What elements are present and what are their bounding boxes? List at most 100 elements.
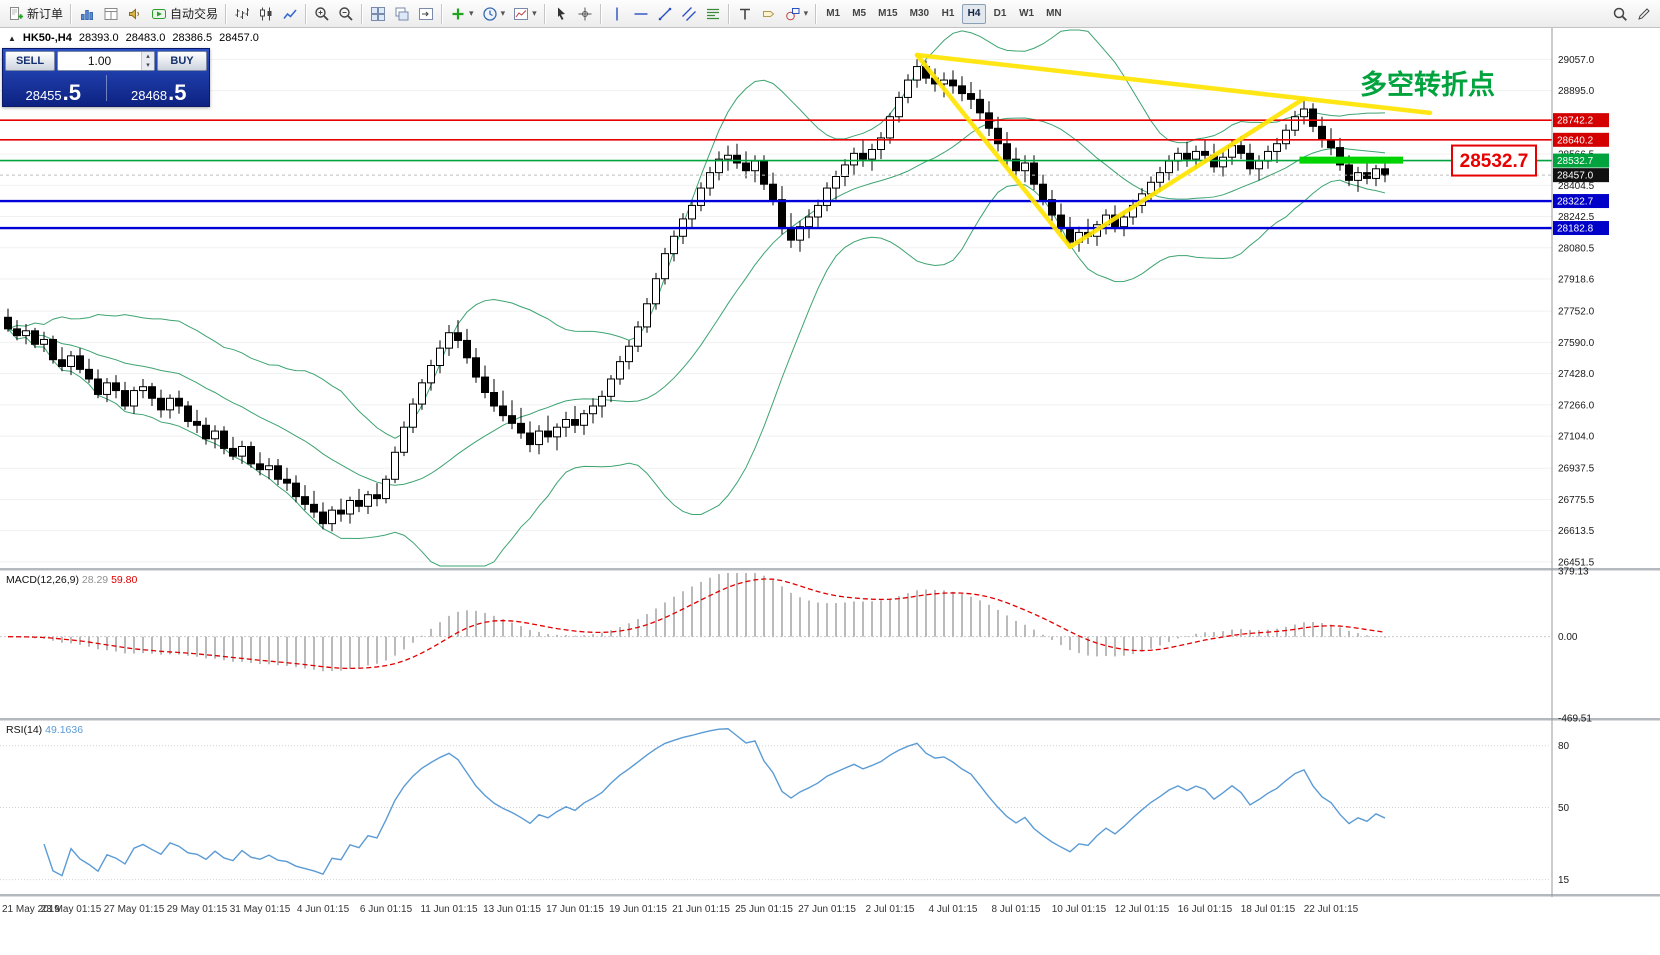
candle <box>22 330 30 337</box>
trendline-tool-button[interactable] <box>653 2 677 26</box>
price-callout-box[interactable] <box>1451 144 1537 177</box>
candle <box>841 164 849 178</box>
timeframe-h1-button[interactable]: H1 <box>936 4 960 24</box>
candle <box>112 382 120 392</box>
buy-price[interactable]: 28468 .5 <box>111 82 208 104</box>
candle <box>913 66 921 81</box>
candle <box>1264 150 1272 162</box>
crosshair-tool-button[interactable] <box>573 2 597 26</box>
new-order-button[interactable]: 新订单 <box>4 2 67 26</box>
yellow-trendline[interactable] <box>914 52 1073 250</box>
candle <box>724 154 732 160</box>
candle <box>490 392 498 407</box>
timeframe-mn-button[interactable]: MN <box>1041 4 1067 24</box>
indicators-menu-button[interactable]: ▾ <box>446 2 478 26</box>
panel-separator[interactable] <box>0 894 1660 897</box>
horizontal-line-tool-button[interactable] <box>629 2 653 26</box>
candlestick-chart-button[interactable] <box>254 2 278 26</box>
shapes-icon <box>785 7 800 20</box>
timeframe-m1-button[interactable]: M1 <box>821 4 845 24</box>
zoom-in-button[interactable] <box>310 2 334 26</box>
vertical-line-tool-button[interactable] <box>605 2 629 26</box>
tile-windows-button[interactable] <box>366 2 390 26</box>
market-watch-button[interactable] <box>75 2 99 26</box>
auto-arrange-button[interactable] <box>390 2 414 26</box>
price-axis-label: 28895.0 <box>1558 86 1595 97</box>
toolbar-separator <box>727 3 730 24</box>
timeframe-m5-button[interactable]: M5 <box>847 4 871 24</box>
timeframe-m30-button[interactable]: M30 <box>905 4 934 24</box>
candles <box>4 59 1389 532</box>
candle <box>877 137 885 151</box>
bars-chart-button[interactable] <box>230 2 254 26</box>
trendlines[interactable] <box>914 52 1433 250</box>
candle <box>733 154 741 164</box>
macd-axis-label: 379.13 <box>1558 567 1589 578</box>
label-tool-button[interactable] <box>757 2 781 26</box>
zoom-out-button[interactable] <box>334 2 358 26</box>
shapes-tool-button[interactable]: ▾ <box>781 2 813 26</box>
candle <box>1003 143 1011 160</box>
bars-icon <box>235 7 250 19</box>
candle <box>364 494 372 507</box>
panel-separator[interactable] <box>0 718 1660 721</box>
candle <box>517 422 525 434</box>
time-axis-label: 11 Jun 01:15 <box>420 904 478 915</box>
open-value: 28393.0 <box>78 32 119 44</box>
timeframe-d1-button[interactable]: D1 <box>988 4 1012 24</box>
templates-menu-button[interactable]: ▾ <box>509 2 541 26</box>
cursor-tool-button[interactable] <box>549 2 573 26</box>
channel-tool-button[interactable] <box>677 2 701 26</box>
fibonacci-tool-button[interactable] <box>701 2 725 26</box>
lot-decrease-button[interactable]: ▾ <box>142 61 154 70</box>
panel-separator[interactable] <box>0 568 1660 571</box>
text-tool-button[interactable] <box>733 2 757 26</box>
yellow-trendline[interactable] <box>1067 96 1307 250</box>
timeframe-h4-button[interactable]: H4 <box>962 3 987 24</box>
lot-increase-button[interactable]: ▴ <box>142 52 154 61</box>
candle <box>436 347 444 366</box>
candle <box>1381 168 1389 176</box>
search-button[interactable] <box>1608 2 1632 26</box>
autotrading-button[interactable]: 自动交易 <box>147 2 222 26</box>
candle <box>1291 116 1299 131</box>
data-window-button[interactable] <box>99 2 123 26</box>
candle <box>121 390 129 407</box>
sell-button[interactable]: SELL <box>5 51 55 71</box>
candle <box>751 160 759 172</box>
candle <box>157 397 165 411</box>
edit-icon <box>1638 7 1650 20</box>
hline-icon <box>634 12 648 15</box>
candle <box>1372 168 1380 179</box>
sell-price[interactable]: 28455 .5 <box>5 82 102 104</box>
zoom-in-icon <box>315 6 329 21</box>
candle <box>454 332 462 341</box>
candle <box>148 386 156 399</box>
lot-spinner[interactable]: ▴ ▾ <box>141 52 154 70</box>
line-chart-button[interactable] <box>278 2 302 26</box>
yellow-trendline[interactable] <box>914 52 1433 116</box>
chevron-down-icon: ▾ <box>469 8 474 18</box>
timeframe-m15-button[interactable]: M15 <box>873 4 902 24</box>
candle <box>229 447 237 457</box>
collapse-trade-panel-icon[interactable]: ▲ <box>8 33 16 43</box>
edit-button[interactable] <box>1632 2 1656 26</box>
chart-shift-button[interactable] <box>414 2 438 26</box>
price-axis-label: 27590.0 <box>1558 338 1595 349</box>
candle <box>976 98 984 114</box>
price-axis[interactable]: 29057.028895.028566.528404.528242.528080… <box>1553 55 1609 568</box>
alerts-button[interactable] <box>123 2 147 26</box>
candle <box>886 116 894 139</box>
channel-icon <box>681 6 696 21</box>
price-level-badge <box>1553 221 1609 236</box>
lot-value[interactable]: 1.00 <box>87 54 112 68</box>
candles-icon <box>260 7 272 20</box>
timeframe-w1-button[interactable]: W1 <box>1014 4 1039 24</box>
price-level-badge <box>1553 194 1609 209</box>
price-level-badge <box>1553 113 1609 128</box>
periods-menu-button[interactable]: ▾ <box>478 2 510 26</box>
lot-size-field[interactable]: 1.00 ▴ ▾ <box>57 51 155 71</box>
chart-area[interactable]: 29057.028895.028566.528404.528242.528080… <box>0 28 1660 955</box>
buy-button[interactable]: BUY <box>157 51 207 71</box>
